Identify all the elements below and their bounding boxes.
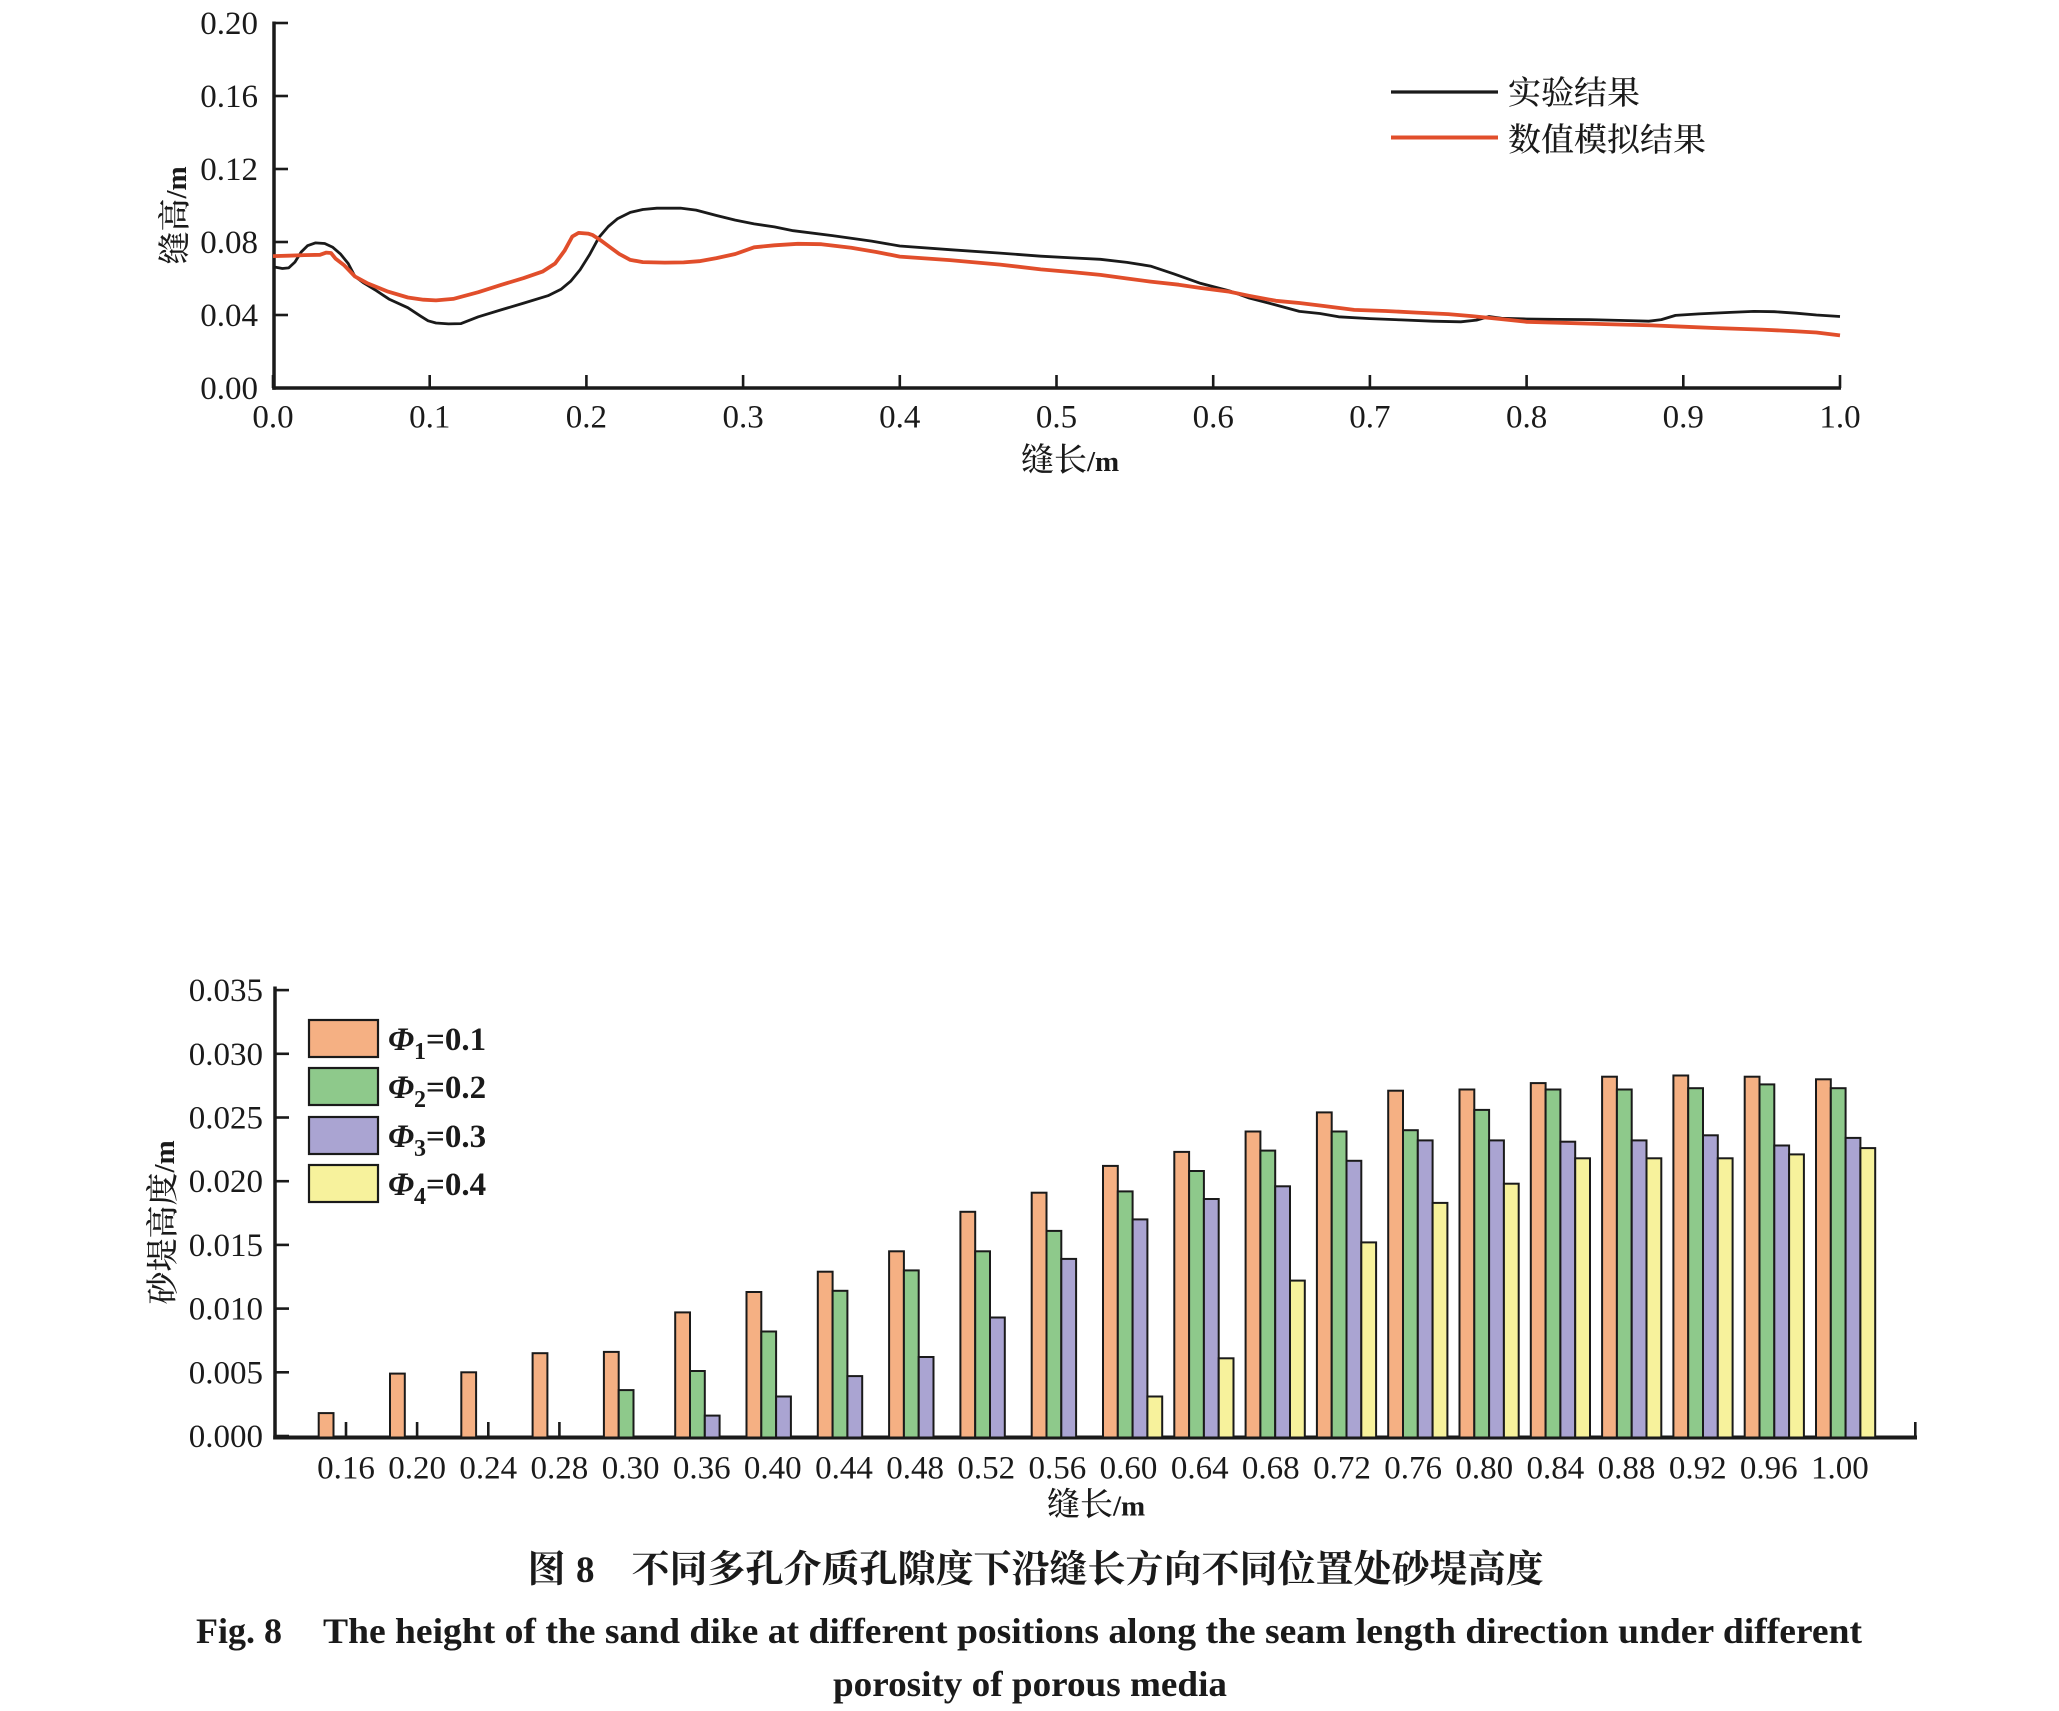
svg-text:0.08: 0.08 — [200, 225, 258, 261]
svg-text:0.16: 0.16 — [200, 79, 258, 115]
svg-text:0.010: 0.010 — [189, 1292, 263, 1328]
svg-text:0.2: 0.2 — [566, 400, 607, 436]
svg-text:0.24: 0.24 — [459, 1451, 517, 1487]
svg-text:/m: /m — [161, 166, 193, 199]
svg-text:0.40: 0.40 — [744, 1451, 802, 1487]
svg-text:0.76: 0.76 — [1384, 1451, 1442, 1487]
svg-text:0.6: 0.6 — [1193, 400, 1234, 436]
svg-text:0.5: 0.5 — [1036, 400, 1077, 436]
svg-text:0.96: 0.96 — [1740, 1451, 1798, 1487]
svg-text:0.025: 0.025 — [189, 1101, 263, 1137]
svg-text:porosity of porous media: porosity of porous media — [833, 1664, 1227, 1704]
svg-text:1.00: 1.00 — [1811, 1451, 1869, 1487]
svg-text:0.9: 0.9 — [1663, 400, 1704, 436]
svg-text:0.60: 0.60 — [1100, 1451, 1158, 1487]
svg-text:0.48: 0.48 — [886, 1451, 944, 1487]
svg-text:0.1: 0.1 — [409, 400, 450, 436]
svg-text:/m: /m — [149, 1140, 181, 1173]
svg-text:0.035: 0.035 — [189, 973, 263, 1009]
svg-text:0.84: 0.84 — [1527, 1451, 1585, 1487]
svg-text:0.4: 0.4 — [879, 400, 920, 436]
svg-text:0.12: 0.12 — [200, 152, 258, 188]
svg-text:0.44: 0.44 — [815, 1451, 873, 1487]
svg-text:8: 8 — [576, 1550, 595, 1591]
svg-text:0.20: 0.20 — [200, 6, 258, 42]
svg-text:0.7: 0.7 — [1349, 400, 1390, 436]
svg-text:0.80: 0.80 — [1455, 1451, 1513, 1487]
svg-text:0.68: 0.68 — [1242, 1451, 1300, 1487]
svg-text:0.0: 0.0 — [252, 400, 293, 436]
svg-text:0.36: 0.36 — [673, 1451, 731, 1487]
svg-text:0.64: 0.64 — [1171, 1451, 1229, 1487]
svg-text:0.56: 0.56 — [1029, 1451, 1087, 1487]
svg-text:Φ1=0.1: Φ1=0.1 — [388, 1022, 486, 1065]
svg-text:0.005: 0.005 — [189, 1355, 263, 1391]
svg-text:1.0: 1.0 — [1819, 400, 1860, 436]
svg-text:0.020: 0.020 — [189, 1164, 263, 1200]
svg-text:0.88: 0.88 — [1598, 1451, 1656, 1487]
svg-text:0.20: 0.20 — [388, 1451, 446, 1487]
svg-text:0.3: 0.3 — [722, 400, 763, 436]
svg-text:Fig. 8: Fig. 8 — [196, 1611, 282, 1651]
svg-text:0.30: 0.30 — [602, 1451, 660, 1487]
svg-text:Φ3=0.3: Φ3=0.3 — [388, 1119, 486, 1162]
svg-text:0.72: 0.72 — [1313, 1451, 1371, 1487]
svg-text:0.8: 0.8 — [1506, 400, 1547, 436]
svg-text:0.16: 0.16 — [317, 1451, 375, 1487]
svg-text:0.92: 0.92 — [1669, 1451, 1727, 1487]
svg-text:0.00: 0.00 — [200, 371, 258, 407]
svg-text:0.030: 0.030 — [189, 1037, 263, 1073]
svg-text:0.04: 0.04 — [200, 298, 258, 334]
svg-text:0.52: 0.52 — [957, 1451, 1015, 1487]
svg-text:0.28: 0.28 — [531, 1451, 589, 1487]
svg-text:0.015: 0.015 — [189, 1228, 263, 1264]
svg-text:Φ2=0.2: Φ2=0.2 — [388, 1070, 486, 1113]
svg-text:The height of the sand dike at: The height of the sand dike at different… — [323, 1611, 1862, 1651]
svg-text:Φ4=0.4: Φ4=0.4 — [388, 1167, 486, 1210]
svg-text:0.000: 0.000 — [189, 1419, 263, 1455]
svg-text:/m: /m — [1112, 1491, 1145, 1523]
svg-text:/m: /m — [1086, 446, 1119, 478]
